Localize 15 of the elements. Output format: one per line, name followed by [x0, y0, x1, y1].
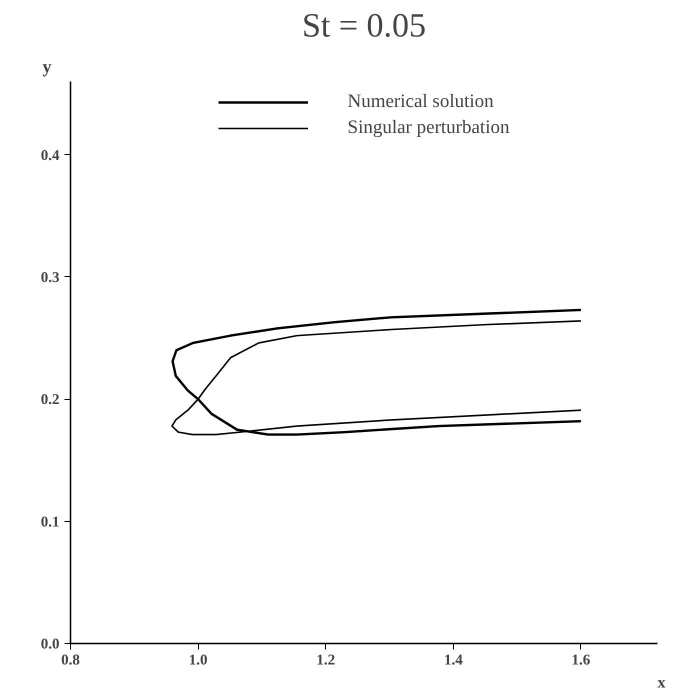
y-tick-label: 0.2 — [40, 392, 60, 408]
x-tick-label: 1.2 — [316, 652, 336, 668]
y-tick-label: 0.0 — [40, 636, 60, 652]
chart-title: St = 0.05 — [302, 8, 426, 44]
x-tick-label: 0.8 — [61, 652, 80, 668]
y-tick-label: 0.3 — [40, 270, 60, 286]
x-tick-label: 1.0 — [188, 652, 208, 668]
y-axis-title: y — [42, 56, 52, 76]
x-axis-title: x — [658, 674, 666, 692]
x-tick-label: 1.6 — [572, 652, 591, 668]
y-tick-label: 0.4 — [40, 148, 60, 164]
legend-label: Numerical solution — [348, 91, 494, 113]
legend-label: Singular perturbation — [348, 117, 510, 139]
y-tick-label: 0.1 — [40, 514, 60, 530]
x-tick-label: 1.4 — [444, 652, 464, 668]
